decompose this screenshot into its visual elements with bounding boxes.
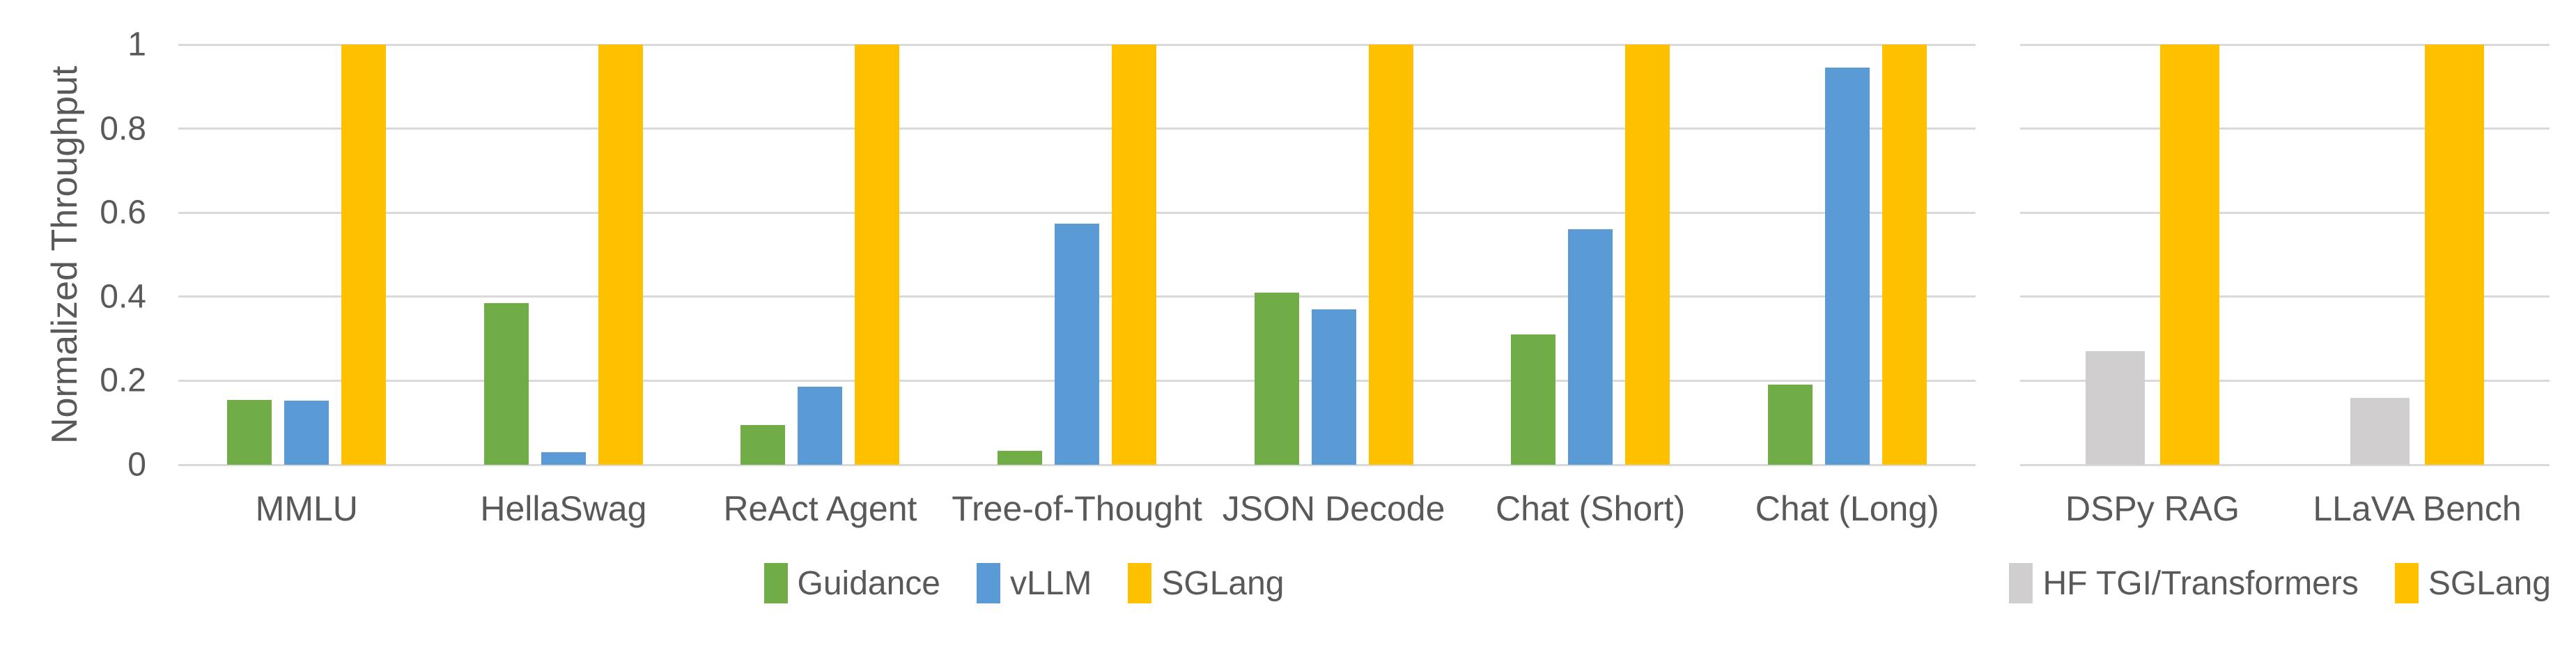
y-tick-label: 0.6 [100,194,146,231]
legend-label: SGLang [1161,564,1285,602]
left-chart-plot [178,43,1976,466]
bar-vllm [1568,229,1613,465]
category-label-chat-long: Chat (Long) [1755,489,1939,528]
category-label-tree-of-thought: Tree-of-Thought [952,489,1202,528]
category-slot-llava-bench [2285,45,2550,465]
bar-guidance [1254,293,1299,465]
legend-marker-sglang [2394,563,2419,603]
left-chart-legend: Guidance vLLM SGLang [104,559,1943,608]
y-axis-tick-labels: 0 0.2 0.4 0.6 0.8 1 [0,26,146,484]
bar-sglang [598,45,643,465]
bar-sglang [1112,45,1157,465]
gridline [2020,211,2550,214]
gridline [2020,43,2550,46]
legend-label: SGLang [2428,564,2551,602]
category-label-chat-short: Chat (Short) [1496,489,1686,528]
category-slot-hellaswag [435,45,692,465]
y-tick-label: 0.8 [100,110,146,148]
bar-sglang [2425,45,2484,465]
category-slot-chat-long [1718,45,1976,465]
bar-slots [2020,45,2550,465]
bar-vllm [1055,224,1100,465]
legend-item-hf-tgi-transformers: HF TGI/Transformers [2009,563,2359,603]
legend-marker-hf-tgi-transformers [2009,563,2033,603]
gridline [2020,463,2550,466]
bar-guidance [1767,385,1813,465]
right-chart-category-labels: DSPy RAG LLaVA Bench [2020,487,2550,530]
bar-vllm [798,387,843,465]
gridline [178,128,1976,130]
legend-item-guidance: Guidance [763,563,940,603]
y-tick-label: 0.2 [100,362,146,399]
bar-sglang [1625,45,1670,465]
category-slot-dspy-rag [2020,45,2285,465]
bar-slots [178,45,1976,465]
category-label-hellaswag: HellaSwag [480,489,647,528]
legend-label: vLLM [1009,564,1092,602]
legend-item-sglang: SGLang [1128,563,1285,603]
bar-guidance [740,425,786,465]
bar-sglang [855,45,900,465]
gridline [2020,379,2550,382]
category-slot-mmlu [178,45,435,465]
y-tick-label: 1 [127,26,146,63]
y-tick-label: 0.4 [100,278,146,316]
bar-sglang [341,45,387,465]
bar-sglang [1368,45,1413,465]
legend-marker-guidance [763,563,788,603]
left-chart-category-labels: MMLU HellaSwag ReAct Agent Tree-of-Thought J… [178,487,1976,530]
legend-item-sglang: SGLang [2394,563,2551,603]
gridline [178,43,1976,46]
legend-label: HF TGI/Transformers [2042,564,2359,602]
right-chart-plot [2020,43,2550,466]
category-label-json-decode: JSON Decode [1222,489,1445,528]
bar-vllm [284,401,329,465]
bar-vllm [541,452,586,465]
bar-vllm [1824,68,1870,465]
gridline [178,463,1976,466]
bar-guidance [483,303,529,465]
bar-guidance [998,451,1043,465]
bar-guidance [227,400,272,465]
category-slot-react-agent [692,45,949,465]
legend-label: Guidance [797,564,940,602]
bar-hf-tgi-transformers [2086,351,2145,465]
category-label-mmlu: MMLU [255,489,358,528]
category-label-llava-bench: LLaVA Bench [2313,489,2522,528]
category-slot-json-decode [1205,45,1462,465]
bar-guidance [1511,334,1556,465]
category-slot-tree-of-thought [949,45,1206,465]
right-chart-legend: HF TGI/Transformers SGLang [1950,559,2551,608]
bar-sglang [2160,45,2219,465]
category-label-react-agent: ReAct Agent [723,489,917,528]
gridline [2020,295,2550,298]
gridline [2020,128,2550,130]
category-label-dspy-rag: DSPy RAG [2065,489,2240,528]
category-slot-chat-short [1462,45,1719,465]
bar-sglang [1881,45,1927,465]
y-tick-label: 0 [127,446,146,484]
legend-marker-vllm [976,563,1000,603]
gridline [178,211,1976,214]
legend-marker-sglang [1128,563,1152,603]
legend-item-vllm: vLLM [976,563,1092,603]
bar-vllm [1311,309,1356,465]
bar-hf-tgi-transformers [2350,398,2410,465]
